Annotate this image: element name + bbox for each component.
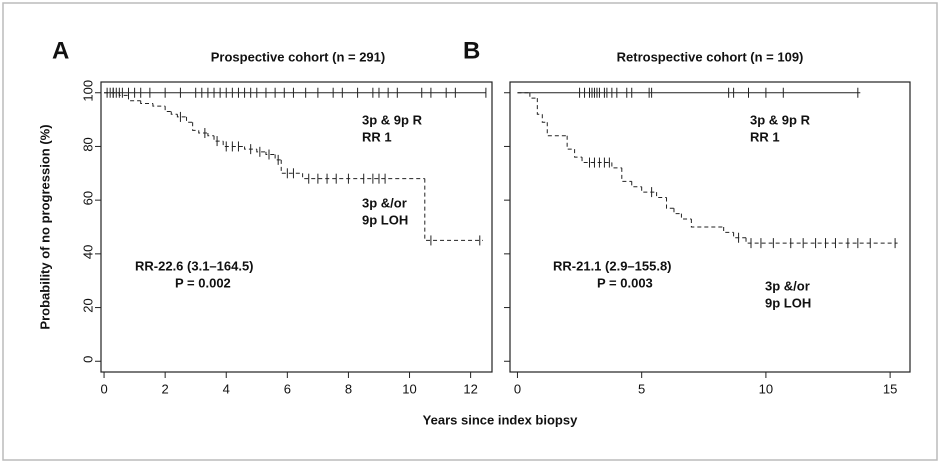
survival-step <box>274 154 282 161</box>
survival-step <box>280 159 303 174</box>
survival-step <box>641 186 657 193</box>
x-tick-label: 15 <box>883 381 897 396</box>
x-tick-label: 6 <box>284 381 291 396</box>
panel-title: Prospective cohort (n = 291) <box>211 49 385 64</box>
survival-step <box>186 116 193 123</box>
annotation: P = 0.002 <box>175 275 231 290</box>
survival-step <box>611 162 622 169</box>
survival-step <box>222 141 245 147</box>
annotation: 9p LOH <box>765 295 811 310</box>
survival-step <box>213 135 224 142</box>
survival-step <box>207 133 215 137</box>
plot-area <box>509 81 911 373</box>
survival-step <box>536 98 543 115</box>
x-tick-label: 10 <box>402 381 416 396</box>
x-tick-label: 4 <box>223 381 230 396</box>
survival-step <box>673 208 682 215</box>
survival-step <box>541 114 548 123</box>
survival-step <box>265 151 276 155</box>
survival-step <box>152 103 166 107</box>
x-axis-label: Years since index biopsy <box>423 412 578 427</box>
annotation: 9p LOH <box>362 212 408 227</box>
annotation: RR-22.6 (3.1–164.5) <box>135 258 254 273</box>
x-tick-label: 5 <box>638 381 645 396</box>
survival-step <box>690 218 724 228</box>
survival-step <box>140 100 153 104</box>
survival-step <box>546 122 568 137</box>
x-tick-label: 0 <box>100 381 107 396</box>
survival-step <box>424 178 483 241</box>
survival-step <box>680 213 692 220</box>
annotation: RR 1 <box>362 129 392 144</box>
y-tick-label: 40 <box>80 245 95 259</box>
panel-letter: B <box>463 37 480 64</box>
annotation: RR 1 <box>750 129 780 144</box>
survival-step <box>723 227 734 233</box>
survival-step <box>566 135 575 150</box>
x-tick-label: 12 <box>463 381 477 396</box>
survival-step <box>666 197 674 209</box>
y-tick-label: 20 <box>80 298 95 312</box>
survival-step <box>621 167 632 182</box>
survival-step <box>529 92 538 99</box>
y-tick-label: 0 <box>80 356 95 363</box>
panel-title: Retrospective cohort (n = 109) <box>617 49 804 64</box>
survival-step <box>733 232 747 239</box>
plot-area <box>100 81 493 373</box>
survival-step <box>170 111 178 115</box>
survival-step <box>581 157 612 164</box>
y-tick-label: 80 <box>80 137 95 151</box>
survival-step <box>631 181 642 188</box>
survival-step <box>656 192 667 198</box>
annotation: 3p &/or <box>765 278 810 293</box>
x-tick-label: 8 <box>345 381 352 396</box>
annotation: P = 0.003 <box>597 275 653 290</box>
survival-step <box>164 106 172 113</box>
survival-step <box>127 95 141 102</box>
survival-step <box>118 92 129 96</box>
survival-step <box>574 149 583 158</box>
panel-letter: A <box>52 37 69 64</box>
y-axis-label: Probability of no progression (%) <box>37 124 52 329</box>
survival-step <box>302 173 425 180</box>
x-tick-label: 2 <box>162 381 169 396</box>
x-tick-label: 0 <box>514 381 521 396</box>
survival-step <box>176 114 187 118</box>
annotation: 3p &/or <box>362 195 407 210</box>
x-tick-label: 10 <box>759 381 773 396</box>
annotation: RR-21.1 (2.9–155.8) <box>553 258 672 273</box>
survival-step <box>244 146 257 150</box>
y-tick-label: 60 <box>80 191 95 205</box>
survival-step <box>198 130 208 134</box>
survival-step <box>745 237 898 244</box>
survival-step <box>256 149 266 153</box>
annotation: 3p & 9p R <box>362 112 423 127</box>
survival-step <box>192 122 199 131</box>
y-tick-label: 100 <box>80 80 95 102</box>
annotation: 3p & 9p R <box>750 112 811 127</box>
